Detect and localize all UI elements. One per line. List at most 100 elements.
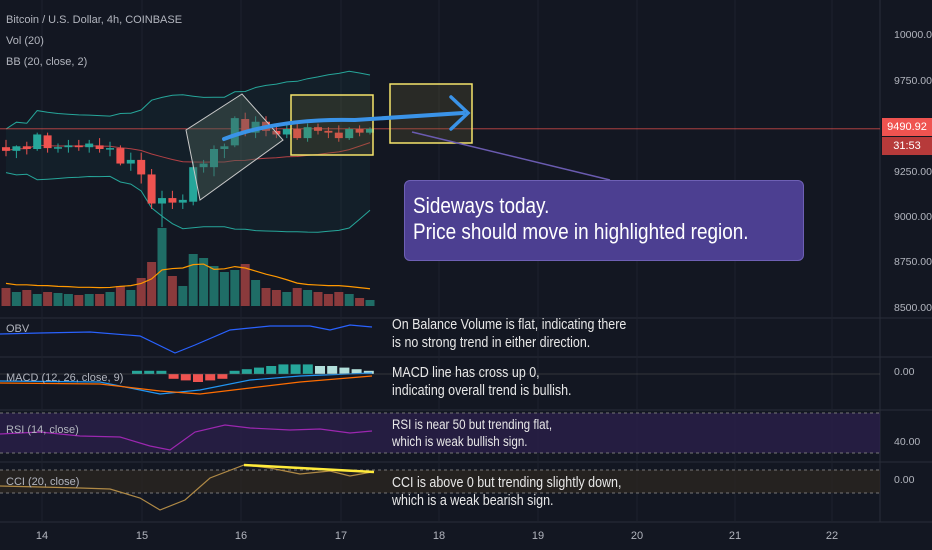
time-tick-label: 17 [334,530,348,542]
volume-bar [334,292,344,306]
candle-body [293,129,302,139]
time-tick-label: 16 [234,530,248,542]
vol-indicator-label[interactable]: Vol (20) [6,35,44,47]
last-price-tag: 9490.92 [882,118,932,136]
cci-band-fill [0,470,880,493]
bb-upper-line [5,70,371,130]
rsi-band-fill [0,413,880,453]
time-tick-label: 22 [825,530,839,542]
volume-bar [157,228,167,306]
candle-body [85,143,94,148]
macd-note-line1: MACD line has cross up 0, [392,365,540,381]
time-tick-label: 20 [630,530,644,542]
macd-histogram-bar [278,364,289,374]
symbol-title: Bitcoin / U.S. Dollar, 4h, COINBASE [6,14,183,26]
obv-pane-label[interactable]: OBV [6,323,30,335]
rsi-pane-label[interactable]: RSI (14, close) [6,424,79,436]
time-tick-label: 18 [432,530,446,542]
candle-body [158,198,166,204]
rsi-axis-40: 40.00 [894,436,921,448]
candle-body [106,148,114,150]
bb-fill [6,71,370,233]
macd-histogram-bar [156,370,167,374]
macd-histogram-bar [290,364,301,374]
sideways-callout[interactable]: Sideways today. Price should move in hig… [404,180,804,261]
macd-histogram-bar [168,374,179,379]
volume-bar [240,264,250,306]
candle-body [43,135,52,149]
volume-bar [199,258,209,306]
bb-indicator-label[interactable]: BB (20, close, 2) [6,56,88,68]
macd-histogram-bar [302,364,313,374]
volume-bar [282,292,292,306]
volume-bar [271,290,281,306]
candle-body [314,127,322,131]
volume-bar [219,272,229,306]
obv-note-line1: On Balance Volume is flat, indicating th… [392,317,627,333]
callout-line2: Price should move in highlighted region. [413,219,749,244]
volume-bar [22,290,32,306]
volume-bar [344,294,354,306]
candle-body [2,147,10,151]
volume-bar [32,294,42,306]
candle-body [220,146,229,150]
macd-histogram-bar [339,367,350,374]
macd-histogram-bar [205,374,216,381]
volume-bar [251,280,261,306]
volume-bar [43,292,53,306]
volume-bar [261,288,271,306]
macd-histogram-bar [363,370,374,374]
macd-histogram-bar [217,374,228,379]
candle-body [282,129,291,135]
volume-bar [105,292,115,306]
macd-signal-line [0,375,373,395]
volume-bar [1,288,11,306]
obv-line [0,324,373,354]
volume-bar [63,294,73,306]
cci-note-line2: which is a weak bearish sign. [392,493,554,509]
volume-bar [365,300,375,306]
candle-body [54,147,62,149]
callout-line1: Sideways today. [413,193,550,218]
candle-body [199,163,208,168]
candle-body [33,134,42,150]
volume-bar [188,254,198,306]
volume-bar [230,270,240,306]
macd-histogram-bar [351,369,362,374]
candle-body [22,146,31,150]
price-tick-label: 10000.00 [894,29,932,42]
volume-ma-line [5,263,371,290]
volume-bar [136,278,146,306]
volume-bar [147,262,157,306]
time-tick-label: 21 [728,530,742,542]
volume-bar [53,293,63,306]
cci-trend-line [243,463,375,474]
macd-histogram-bar [315,366,325,374]
cci-note-line1: CCI is above 0 but trending slightly dow… [392,475,622,491]
volume-bar [355,298,365,306]
price-tick-label: 9750.00 [894,74,932,87]
macd-pane-label[interactable]: MACD (12, 26, close, 9) [6,372,124,384]
bb-lower-line [5,172,371,233]
candle-body [334,132,343,139]
rsi-note-line2: which is weak bullish sign. [392,434,528,449]
cci-pane-label[interactable]: CCI (20, close) [6,476,80,488]
macd-histogram-bar [254,367,264,374]
candle-body [324,130,333,133]
price-tick-label: 9000.00 [894,211,932,224]
volume-bar [303,290,313,306]
candle-body [189,167,198,202]
time-tick-label: 14 [35,530,49,542]
candle-body [126,159,135,164]
candle-body [137,159,146,175]
rising-channel-box [185,93,284,201]
macd-histogram-bar [241,369,252,374]
countdown-tag: 31:53 [882,137,932,155]
volume-bar [313,292,323,306]
time-tick-label: 19 [531,530,545,542]
volume-bar [115,286,125,306]
volume-bar [126,290,136,306]
rsi-note-line1: RSI is near 50 but trending flat, [392,417,553,432]
volume-bar [11,292,21,306]
